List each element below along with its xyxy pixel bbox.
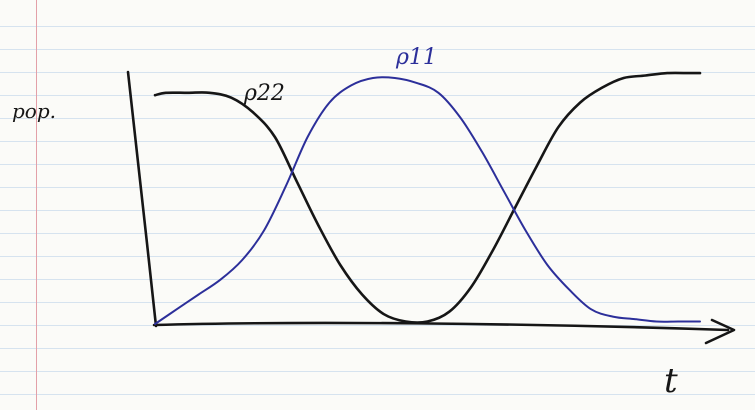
series-label-rho22: ρ22 [243,81,285,106]
x-axis-label: t [664,361,678,401]
series-layer [153,71,702,325]
y-axis-label: pop. [12,99,56,123]
series-line-rho11 [154,76,701,325]
y-axis [126,70,158,328]
series-line-rho22 [153,71,702,324]
x-axis [152,321,730,332]
series-label-rho11: ρ11 [395,45,437,70]
x-axis-arrowhead [704,318,736,345]
margin-line [36,0,37,410]
